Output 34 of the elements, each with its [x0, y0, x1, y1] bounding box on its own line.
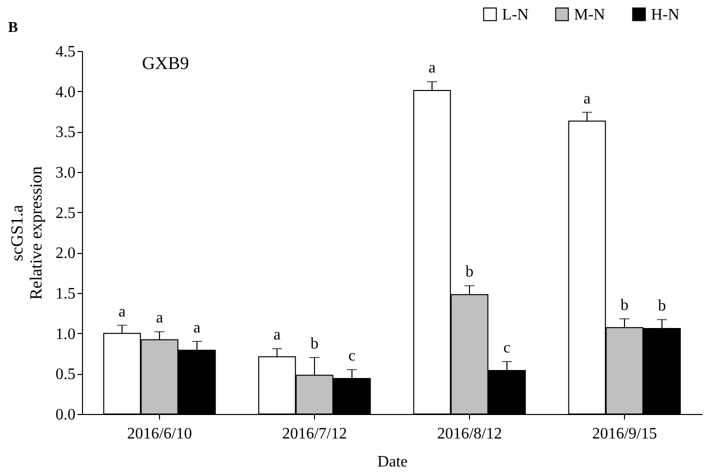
- y-tick-label: 2.5: [56, 204, 76, 222]
- data-label: b: [658, 298, 666, 315]
- data-label: a: [428, 60, 436, 77]
- data-label: a: [193, 319, 201, 336]
- legend-label: M-N: [574, 6, 606, 24]
- data-label: a: [156, 310, 164, 327]
- annotation: GXB9: [142, 53, 190, 73]
- y-tick-label: 0.0: [56, 406, 76, 424]
- data-label: b: [466, 264, 474, 281]
- chart-title: B: [8, 20, 18, 36]
- y-tick-label: 0.5: [56, 366, 76, 384]
- y-tick-label: 3.0: [56, 164, 76, 182]
- x-tick-label: 2016/6/10: [127, 426, 192, 442]
- text: Relative expression: [26, 166, 46, 300]
- y-tick-label: 3.5: [56, 124, 76, 142]
- legend-label: L-N: [502, 6, 530, 24]
- y-tick-label: 1.0: [56, 326, 76, 343]
- x-tick-label: 2016/9/15: [592, 426, 657, 442]
- text: scGS1.a: [8, 204, 26, 262]
- x-tick-label: 2016/7/12: [282, 426, 347, 442]
- data-label: b: [620, 296, 628, 314]
- y-tick-label: 2.0: [56, 245, 76, 262]
- x-axis-title: Date: [377, 454, 408, 470]
- y-tick-label: 4.5: [56, 44, 76, 60]
- y-tick-label: 1.5: [56, 286, 76, 302]
- data-label: a: [118, 303, 126, 320]
- x-tick-label: 2016/8/12: [437, 426, 502, 442]
- data-label: a: [583, 90, 591, 108]
- legend-label: H-N: [651, 6, 680, 24]
- data-label: c: [503, 340, 511, 357]
- data-label: a: [273, 326, 281, 344]
- data-label: c: [348, 348, 356, 365]
- data-label: b: [310, 336, 318, 353]
- y-tick-label: 4.0: [56, 84, 76, 101]
